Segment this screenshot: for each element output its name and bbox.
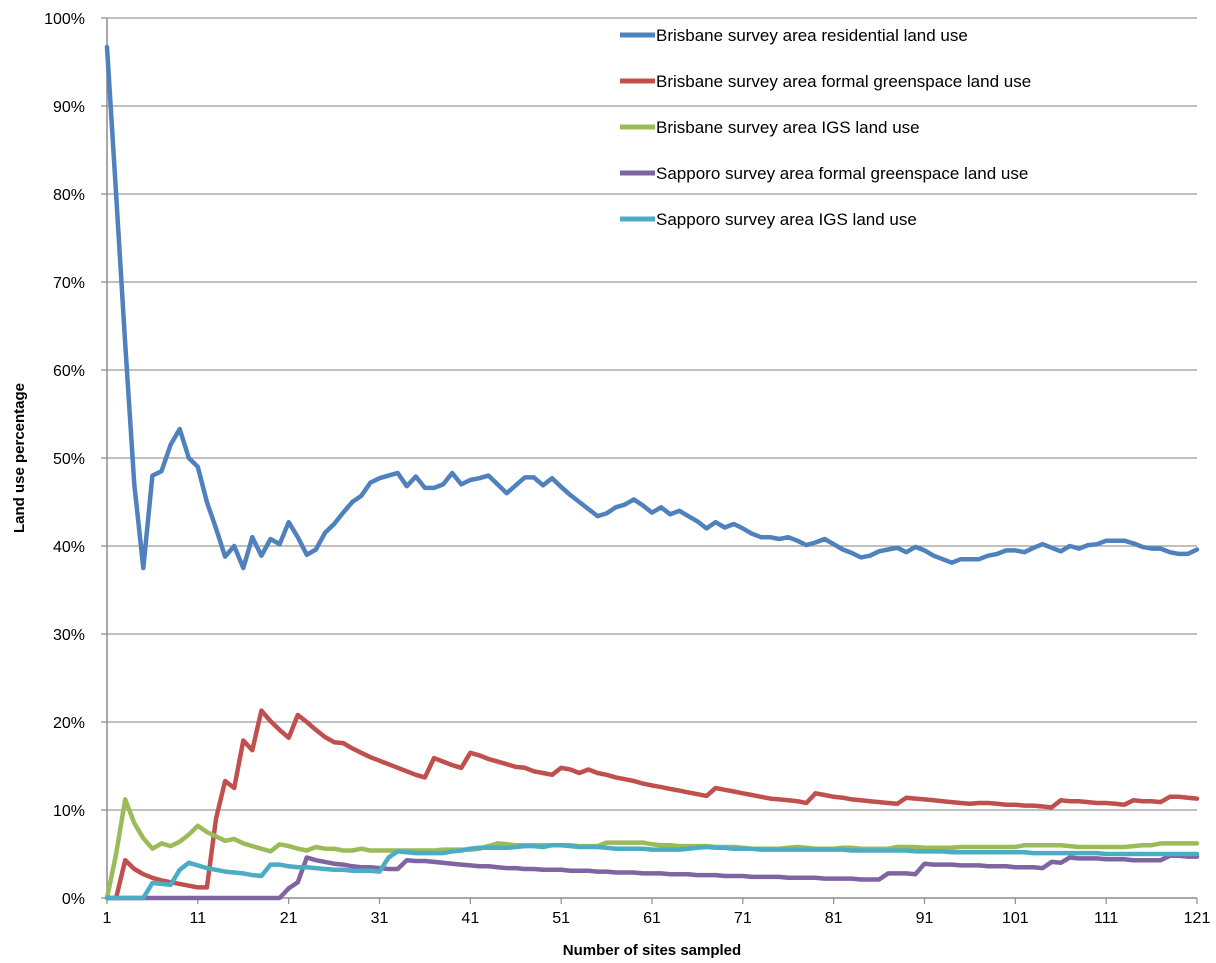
y-tick-label: 20% <box>53 715 85 732</box>
x-tick-label: 61 <box>643 910 661 927</box>
y-tick-label: 30% <box>53 627 85 644</box>
series-line-1 <box>104 44 1200 571</box>
y-tick-label: 0% <box>62 891 85 908</box>
legend-label-1: Brisbane survey area residential land us… <box>656 26 968 45</box>
axes <box>106 18 1197 899</box>
y-tick-label: 90% <box>53 99 85 116</box>
y-tick-label: 100% <box>44 11 85 28</box>
x-tick-label: 91 <box>916 910 934 927</box>
x-tick-label: 71 <box>734 910 752 927</box>
legend: Brisbane survey area residential land us… <box>620 26 1031 229</box>
y-axis-title: Land use percentage <box>11 383 28 533</box>
series-lines <box>104 44 1200 901</box>
x-tick-label: 31 <box>371 910 389 927</box>
y-tick-label: 80% <box>53 187 85 204</box>
y-tick-label: 40% <box>53 539 85 556</box>
legend-label-2: Brisbane survey area formal greenspace l… <box>656 72 1031 91</box>
series-line-5 <box>104 842 1200 901</box>
x-axis-title: Number of sites sampled <box>563 942 741 959</box>
x-tick-label: 41 <box>461 910 479 927</box>
series-line-4 <box>104 853 1200 901</box>
x-tick-label: 1 <box>103 910 112 927</box>
y-axis-tick-labels: 0% 10% 20% 30% 40% 50% 60% 70% 80% 90% 100% <box>44 11 107 908</box>
y-tick-label: 60% <box>53 363 85 380</box>
y-tick-label: 70% <box>53 275 85 292</box>
x-tick-label: 81 <box>825 910 843 927</box>
x-tick-label: 101 <box>1002 910 1029 927</box>
legend-label-5: Sapporo survey area IGS land use <box>656 210 917 229</box>
legend-label-3: Brisbane survey area IGS land use <box>656 118 920 137</box>
x-tick-label: 111 <box>1094 910 1118 927</box>
y-tick-label: 50% <box>53 451 85 468</box>
x-tick-label: 11 <box>190 910 207 927</box>
legend-label-4: Sapporo survey area formal greenspace la… <box>656 164 1028 183</box>
x-axis-tick-labels: 1 11 21 31 41 51 61 71 81 91 101 111 121 <box>103 898 1211 927</box>
series-line-3 <box>104 797 1200 901</box>
x-tick-label: 21 <box>280 910 298 927</box>
series-line-2 <box>104 708 1200 901</box>
x-tick-label: 121 <box>1184 910 1211 927</box>
gridlines <box>107 17 1197 811</box>
y-tick-label: 10% <box>53 803 85 820</box>
x-tick-label: 51 <box>552 910 570 927</box>
